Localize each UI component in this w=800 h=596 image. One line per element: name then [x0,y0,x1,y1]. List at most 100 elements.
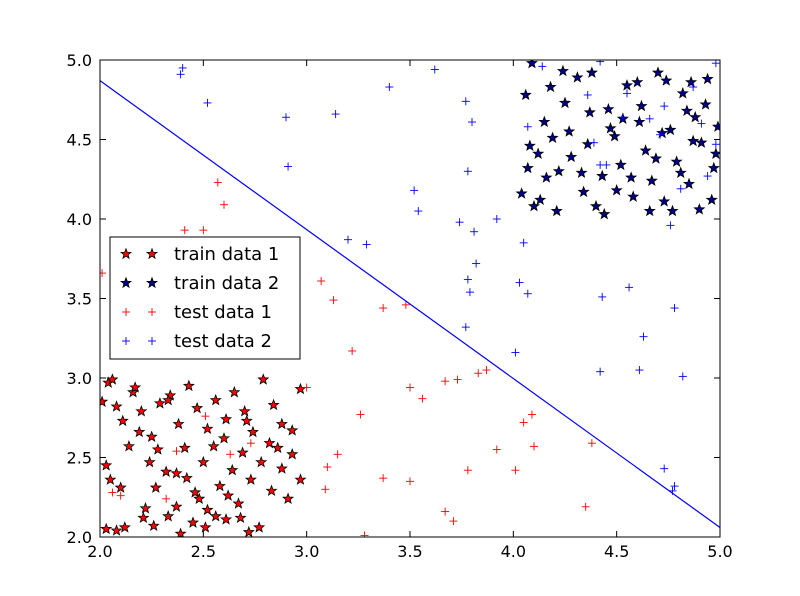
train-data-1-point [191,401,204,414]
y-tick-label: 3.5 [67,290,92,309]
test-data-2-point [670,482,679,491]
x-tick-label: 3.0 [294,542,319,561]
train-data-1-point [189,486,202,498]
train-data-2-point [689,110,702,123]
test-data-2-point [284,162,293,171]
test-data-1-point [348,346,357,355]
train-data-2-point [711,120,720,132]
train-data-2-point [571,71,584,83]
train-data-1-point [271,441,284,454]
test-data-1-point [108,488,117,497]
train-data-1-point [294,473,307,485]
train-data-2-point [643,204,656,217]
train-data-2-point [608,129,621,142]
train-data-2-point [635,99,648,112]
train-data-2-point [556,64,569,77]
legend-marker [119,276,133,289]
y-tick-label: 4.5 [67,131,92,150]
train-data-1-point [174,527,187,537]
train-data-1-point [104,473,117,485]
train-data-1-point [275,417,288,430]
test-data-2-point [523,122,532,131]
test-data-2-point [602,160,611,169]
legend-label: test data 2 [174,331,272,352]
train-data-2-point [695,136,708,148]
train-data-2-point [680,104,693,117]
test-data-2-point [639,332,648,341]
test-data-2-point [178,63,187,72]
train-data-1-point [257,373,270,385]
train-data-1-point [220,513,233,525]
test-data-2-point [625,283,634,292]
train-data-1-point [232,497,245,509]
train-data-1-point [209,509,222,522]
test-data-1-point [199,226,208,235]
train-data-2-point [664,123,677,136]
test-data-2-point [492,215,501,223]
train-data-1-point [133,425,146,438]
test-data-2-point [203,98,212,107]
train-data-2-point [546,131,559,144]
test-data-1-point [482,366,491,375]
axes-layer: 2.0 2.5 3.0 3.5 4.0 4.5 5.0 2.0 2.5 3.0 3.5 4.0 4.5 5… [67,51,733,561]
train-data-2-point [523,139,536,151]
train-data-2-point [682,177,696,190]
test-data-1-point [441,377,450,386]
test-data-2-point [596,367,605,376]
test-data-2-point [470,227,479,236]
legend-box [109,236,301,360]
train-data-1-point [178,441,191,454]
test-data-1-point [100,269,107,278]
test-data-1-point [360,531,369,537]
test-data-2-point [589,138,598,147]
legend-marker [122,337,130,345]
points-layer [100,60,720,537]
train-data-2-point [596,169,609,182]
train-data-2-point [639,144,652,156]
train-data-1-point [267,398,280,411]
test-data-1-point [213,178,222,187]
test-data-2-point [670,304,679,313]
train-data-2-point [519,88,532,101]
test-data-2-point [660,102,669,111]
test-data-2-point [596,60,605,66]
y-tick-label: 3.0 [67,369,92,388]
test-data-1-point [333,450,342,459]
test-data-2-point [455,218,464,227]
test-data-2-point [344,235,352,244]
train-data-2-point [585,66,598,78]
test-data-2-point [511,348,520,357]
test-data-1-point [453,375,462,384]
train-data-1-point [116,414,129,427]
test-data-1-point [321,485,330,494]
legend-marker [148,337,156,345]
train-data-1-point [226,463,239,476]
legend-label: test data 1 [174,302,272,323]
train-data-1-point [201,422,214,435]
x-tick-label: 2.5 [191,542,216,561]
test-data-1-point [180,226,189,235]
test-data-2-point [711,140,720,149]
train-data-1-point [222,489,235,501]
train-data-2-point [577,185,590,198]
train-data-1-point [100,522,113,535]
y-tick-label: 2.0 [67,528,92,547]
train-data-1-point [263,436,276,449]
train-data-2-point [583,106,596,118]
train-data-1-point [197,455,210,468]
test-data-2-point [697,119,706,128]
test-data-2-point [538,62,547,71]
train-data-1-point [160,465,173,477]
train-data-1-point [201,503,214,516]
train-data-2-point [633,115,646,128]
train-data-1-point [143,455,156,468]
train-data-2-point [649,152,662,164]
legend-label: train data 2 [174,273,279,294]
test-data-1-point [474,369,483,378]
test-data-2-point [414,207,423,216]
test-data-1-point [220,200,228,209]
test-data-1-point [406,477,414,486]
train-data-1-point [238,405,251,417]
train-data-2-point [656,126,669,139]
test-data-2-point [385,83,394,92]
